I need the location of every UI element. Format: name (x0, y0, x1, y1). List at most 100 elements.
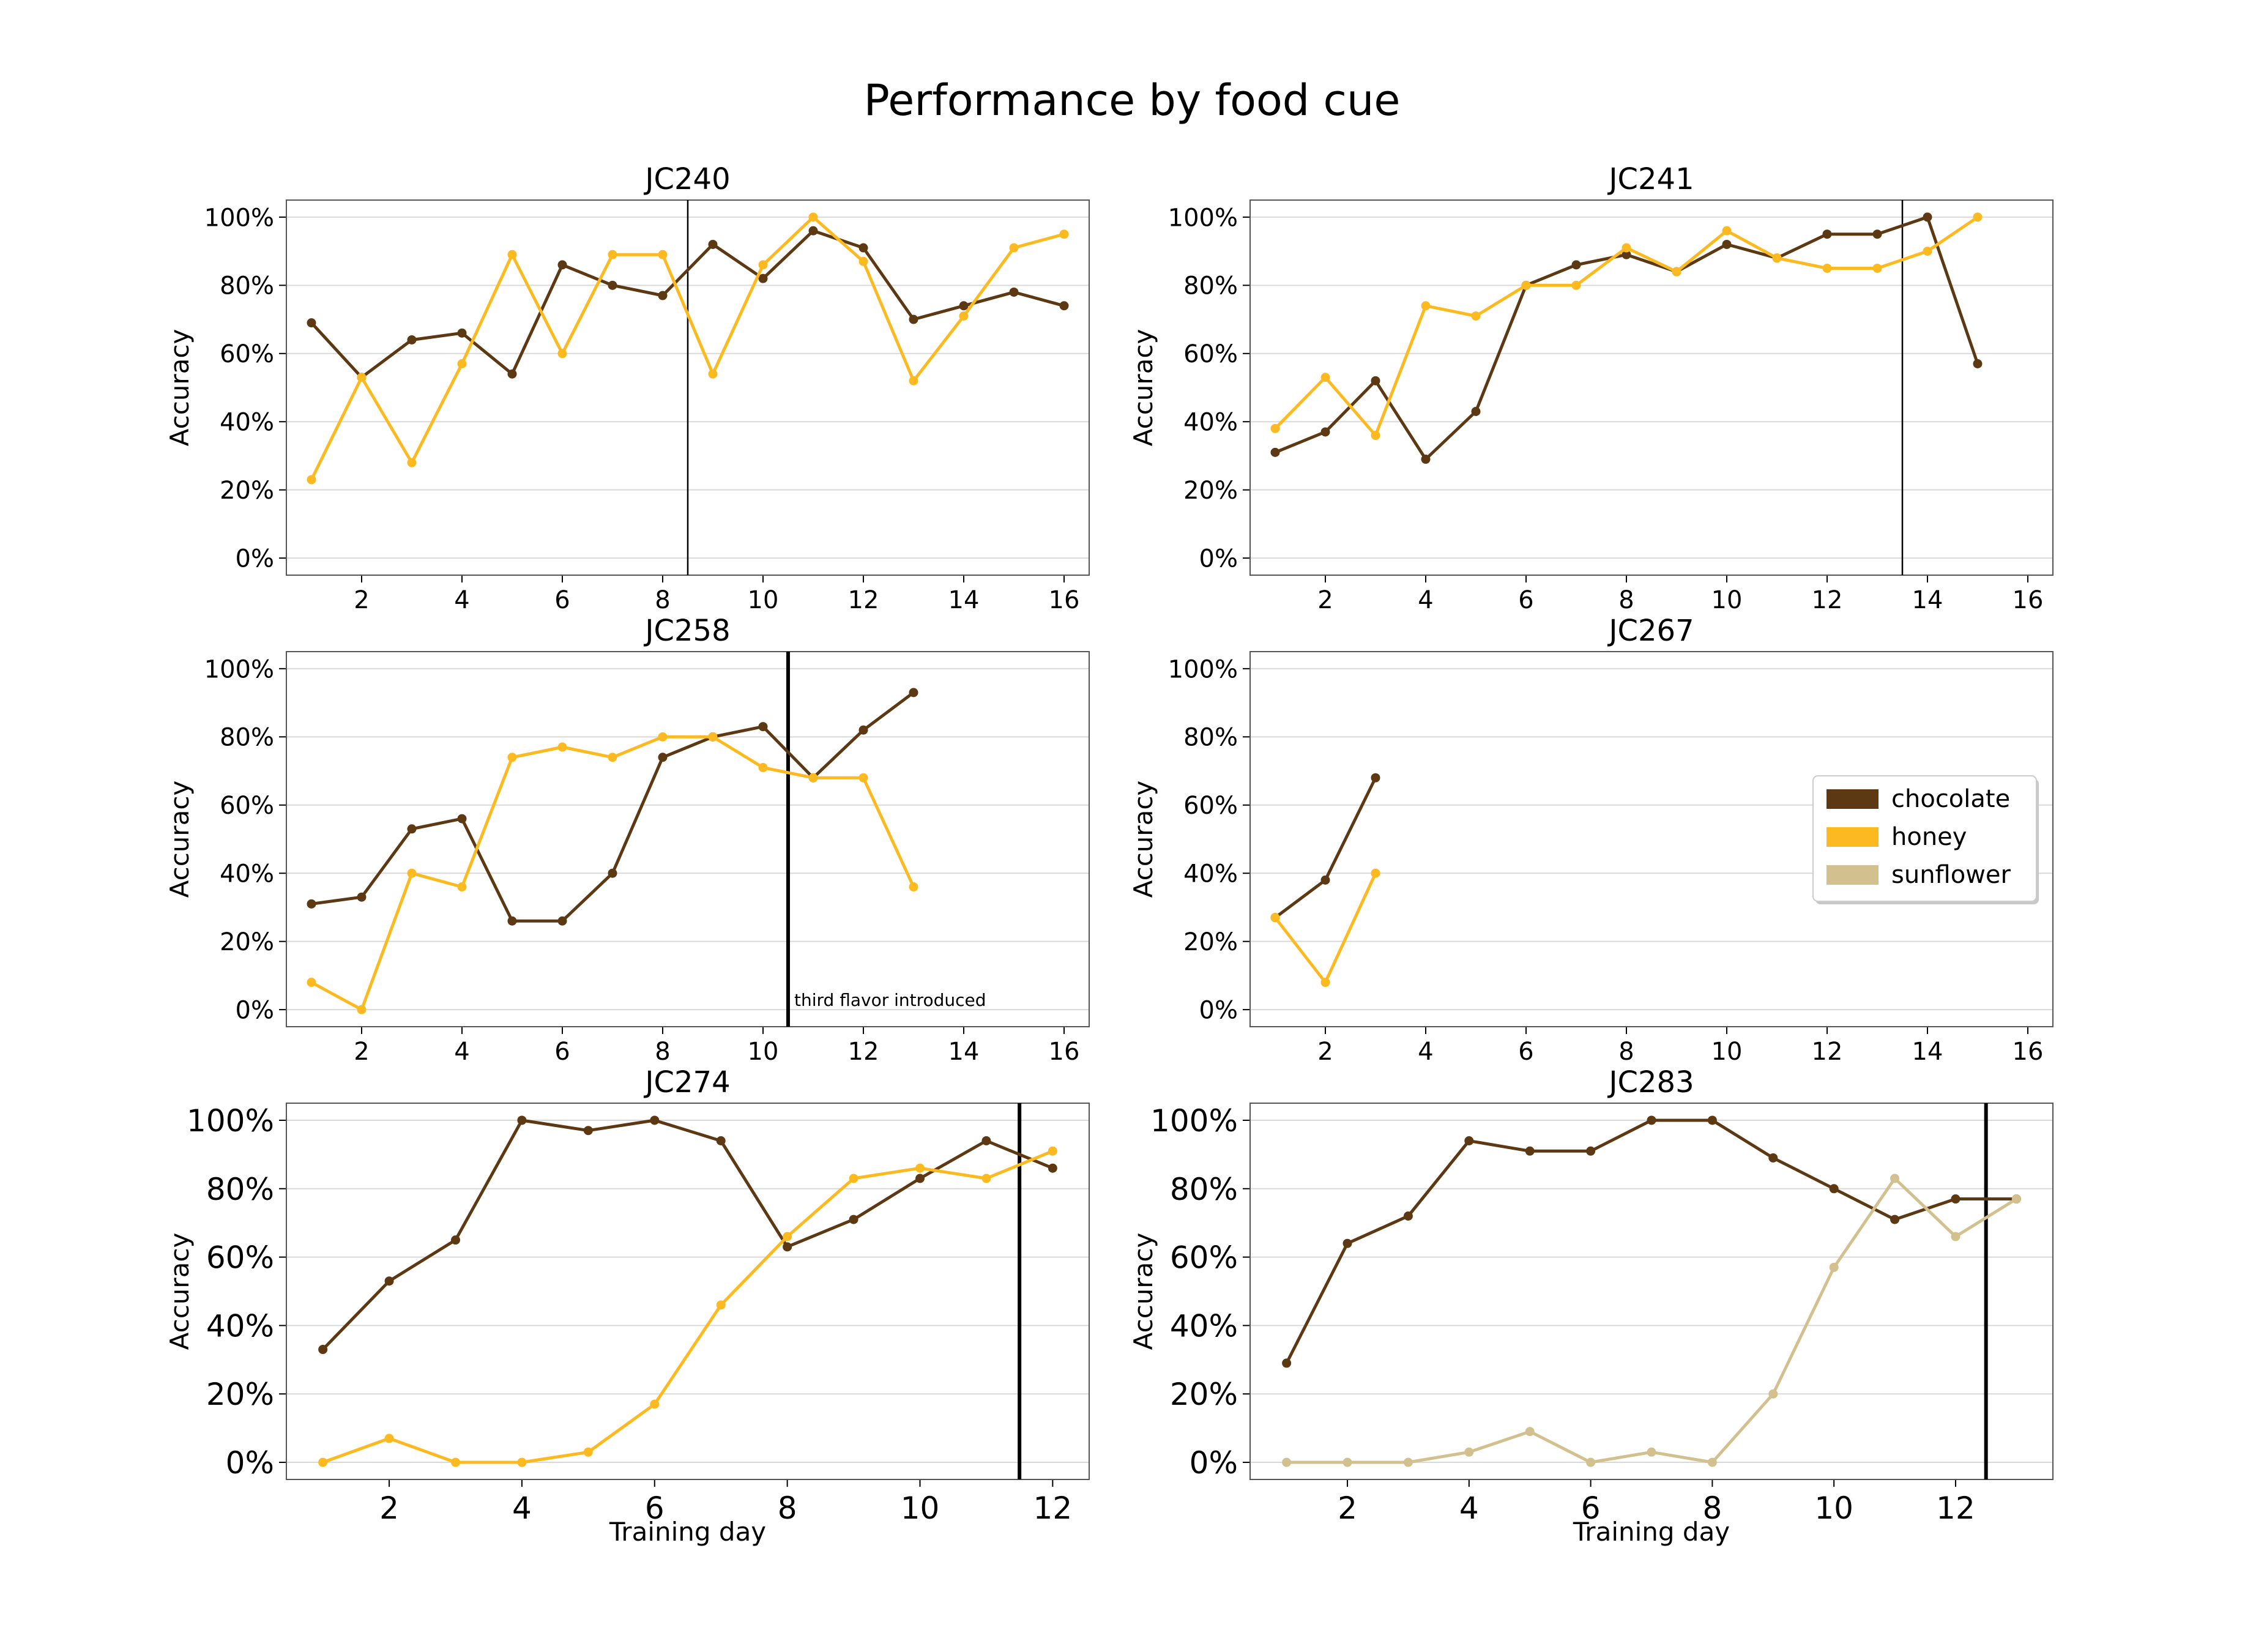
x-tick-label: 8 (655, 1038, 670, 1066)
y-tick-label: 40% (206, 1308, 274, 1344)
data-point-chocolate (583, 1126, 593, 1136)
x-tick-label: 10 (1814, 1490, 1853, 1526)
y-axis-label: Accuracy (165, 329, 195, 447)
y-tick-label: 60% (1170, 1240, 1238, 1276)
panel-jc241: 0% 20% 40% 60% 80% 100% 2 4 6 8 10 12 14 16 JC241 Accur… (1128, 162, 2054, 614)
data-point-honey (517, 1457, 527, 1467)
data-point-honey (450, 1457, 460, 1467)
data-point-honey (858, 773, 868, 783)
data-point-honey (1872, 263, 1882, 273)
data-point-honey (1672, 267, 1681, 277)
y-tick-label: 0% (236, 545, 274, 573)
data-point-chocolate (357, 892, 367, 902)
data-point-honey (981, 1174, 991, 1183)
y-tick-label: 20% (1183, 477, 1238, 505)
x-tick-label: 16 (2013, 586, 2044, 614)
data-point-chocolate (1471, 407, 1481, 417)
data-point-sunflower (1525, 1427, 1535, 1437)
y-tick-label: 40% (220, 860, 274, 888)
y-tick-label: 0% (1199, 545, 1238, 573)
data-point-honey (1270, 913, 1280, 923)
data-point-sunflower (1282, 1457, 1292, 1467)
y-axis-label: Accuracy (165, 781, 195, 898)
data-point-chocolate (1951, 1194, 1961, 1204)
data-point-chocolate (1009, 287, 1019, 297)
data-point-chocolate (909, 314, 918, 324)
data-point-honey (457, 359, 467, 368)
data-point-chocolate (1525, 1146, 1535, 1156)
series-honey (1270, 212, 1983, 441)
panel-title: JC258 (643, 614, 730, 648)
data-point-chocolate (1890, 1215, 1900, 1224)
data-point-honey (357, 1005, 367, 1014)
x-tick-label: 12 (848, 1038, 879, 1066)
panel-jc283: 0% 20% 40% 60% 80% 100% 2 4 6 8 10 12 JC283 Accuracy T… (1128, 1065, 2054, 1547)
x-tick-label: 14 (948, 1038, 980, 1066)
data-point-chocolate (517, 1115, 527, 1125)
data-point-chocolate (708, 239, 718, 249)
series-honey (307, 732, 918, 1014)
data-point-honey (1471, 311, 1481, 321)
data-point-honey (1059, 229, 1069, 239)
data-point-chocolate (1822, 229, 1832, 239)
data-point-chocolate (1059, 301, 1069, 311)
x-tick-label: 12 (1812, 1038, 1843, 1066)
y-tick-label: 80% (220, 272, 274, 300)
data-point-chocolate (557, 260, 567, 270)
data-point-chocolate (849, 1215, 858, 1224)
data-point-honey (758, 260, 768, 270)
data-point-chocolate (1571, 260, 1581, 270)
x-tick-label: 10 (1711, 586, 1743, 614)
y-tick-label: 80% (206, 1172, 274, 1207)
data-point-sunflower (1951, 1232, 1961, 1241)
data-point-honey (708, 732, 718, 742)
x-tick-label: 8 (1702, 1490, 1722, 1526)
plot-frame (286, 1103, 1090, 1480)
y-tick-label: 80% (1183, 724, 1238, 752)
x-tick-label: 6 (645, 1490, 665, 1526)
data-point-chocolate (318, 1345, 328, 1355)
y-tick-label: 20% (220, 928, 274, 956)
y-tick-label: 0% (236, 997, 274, 1025)
x-tick-label: 4 (1418, 1038, 1433, 1066)
data-point-chocolate (1421, 455, 1431, 464)
y-axis-label: Accuracy (1128, 1233, 1158, 1350)
data-point-sunflower (1890, 1174, 1900, 1183)
panel-jc274: 0% 20% 40% 60% 80% 100% 2 4 6 8 10 12 JC274 Accuracy T… (165, 1065, 1090, 1547)
data-point-chocolate (808, 226, 818, 236)
data-point-chocolate (758, 273, 768, 283)
series-line-chocolate (321, 1118, 1054, 1351)
x-tick-label: 12 (1936, 1490, 1975, 1526)
y-tick-label: 80% (1183, 272, 1238, 300)
panel-title: JC283 (1607, 1065, 1694, 1099)
data-point-chocolate (608, 280, 617, 290)
panel-title: JC241 (1607, 162, 1694, 196)
data-point-honey (1270, 423, 1280, 433)
series-honey (307, 212, 1069, 485)
panel-jc267: 0% 20% 40% 60% 80% 100% 2 4 6 8 10 12 14 16 JC267 Accur… (1128, 614, 2054, 1066)
annotation-text: third flavor introduced (794, 990, 986, 1010)
panel-jc240: 0% 20% 40% 60% 80% 100% 2 4 6 8 10 12 14 16 JC240 Accur… (165, 162, 1090, 614)
data-point-chocolate (858, 243, 868, 253)
y-tick-label: 60% (1183, 340, 1238, 368)
data-point-chocolate (858, 725, 868, 735)
legend-swatch-chocolate (1826, 789, 1879, 809)
y-tick-label: 100% (204, 655, 274, 683)
data-point-chocolate (716, 1136, 726, 1145)
y-tick-label: 60% (206, 1240, 274, 1276)
x-tick-label: 8 (778, 1490, 797, 1526)
x-tick-label: 4 (454, 1038, 469, 1066)
y-axis-label: Accuracy (1128, 329, 1158, 447)
data-point-chocolate (1872, 229, 1882, 239)
data-point-chocolate (1768, 1153, 1778, 1163)
data-point-sunflower (1707, 1457, 1717, 1467)
data-point-chocolate (1586, 1146, 1596, 1156)
x-tick-label: 14 (948, 586, 980, 614)
data-point-chocolate (1270, 447, 1280, 457)
x-tick-label: 2 (1317, 1038, 1333, 1066)
data-point-honey (357, 373, 367, 382)
plot-frame (1249, 1103, 2054, 1480)
data-point-sunflower (1403, 1457, 1413, 1467)
data-point-chocolate (1647, 1115, 1656, 1125)
